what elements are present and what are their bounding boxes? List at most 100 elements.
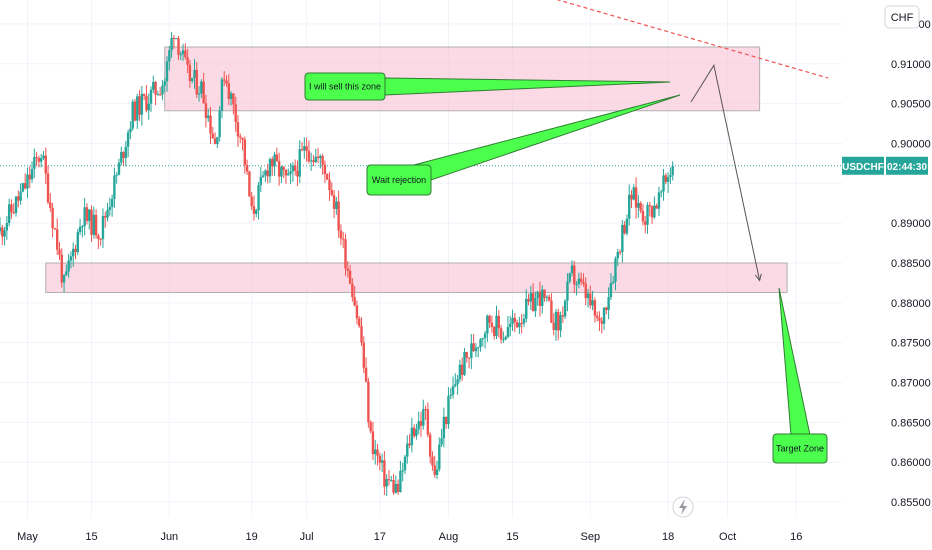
candle [81,224,84,238]
lightning-icon [679,499,687,515]
replay-button[interactable] [672,496,694,518]
candle-body [424,409,427,411]
candle [314,148,317,163]
candle [255,208,258,218]
candle [218,106,221,142]
candle-body [257,185,260,211]
candle-body [504,336,507,340]
candle [181,43,185,61]
candle [170,32,173,58]
candle [570,260,574,277]
candle-body [138,96,141,115]
candle-body [396,484,400,493]
candle [58,241,61,260]
candle-body [342,238,345,240]
candle [348,264,352,285]
price-axis[interactable]: 0.85500 0.86000 0.86500 0.87000 0.87500 0.880… [891,19,931,509]
zone-support-zone[interactable] [45,262,788,293]
candle [296,160,299,187]
note-target-zone[interactable]: Target Zone [772,287,828,464]
candle [660,189,663,198]
candle [543,289,546,302]
candle-body [605,307,608,310]
candle [300,142,304,152]
candle-body [273,154,276,167]
candle [648,201,652,217]
candle [641,204,645,226]
note-target-zone-text: Target Zone [776,444,824,454]
candle [136,93,139,129]
candle-body [129,128,132,133]
candle [515,319,519,329]
candle [122,151,125,166]
candle-body [579,278,583,282]
note-wait-shape [366,164,432,196]
candle [367,377,370,428]
candle [513,313,517,333]
candle-body [520,323,523,325]
candle-body [90,209,93,235]
candle [28,166,31,189]
candle [481,337,484,347]
candle [216,136,219,148]
candle-body [387,479,391,481]
candle-body [53,228,57,230]
candle [115,172,118,184]
candle [470,334,473,370]
candle-body [218,110,221,138]
candle-body [275,154,279,162]
candle-body [618,251,622,253]
candle [339,224,343,246]
candle-body [177,38,180,55]
candle [378,452,382,471]
candle-body [660,191,663,193]
x-tick-label: Aug [439,531,459,543]
candle-body [339,230,343,239]
note-sell-zone[interactable]: I will sell this zone [304,72,671,101]
candle-body [650,205,654,218]
candle-body [614,258,617,282]
candle-body [309,160,313,162]
candle-body [67,260,70,272]
candle [323,160,327,183]
candle-body [465,352,468,358]
candle-body [193,69,196,79]
projection-path[interactable] [690,64,761,281]
candle-body [145,95,148,111]
candle-body [575,284,578,286]
candle-body [7,204,11,224]
x-tick-label: Jul [300,531,314,543]
candle [623,220,626,235]
candle [179,51,182,61]
candle-body [442,416,446,439]
time-axis[interactable]: May 15 Jun 19 Jul 17 Aug 15 Sep 18 Oct 16 [17,531,802,543]
candle-body [552,322,555,330]
candle-body [479,339,482,348]
candle [362,336,365,374]
candle [14,196,18,217]
candle [94,209,98,239]
candle [355,300,359,325]
projection-arrowhead [754,273,762,282]
candle [342,231,345,249]
note-wait-rejection[interactable]: Wait rejection [366,94,681,196]
candle [316,147,320,164]
candlestick-series [0,32,674,496]
candle-body [131,101,134,129]
candle-body [277,161,281,177]
candle-body [586,293,590,299]
candle-body [362,342,365,368]
candle-body [42,155,45,159]
candle-body [593,300,597,316]
candle [474,343,478,358]
candle-body [321,155,324,165]
candle-body [289,171,292,174]
candle [442,407,446,448]
trendline[interactable] [476,0,829,79]
currency-button[interactable]: CHF [884,5,920,29]
candle [46,165,50,205]
candle-body [37,158,41,162]
candle-body [204,103,208,119]
candle [424,405,427,420]
